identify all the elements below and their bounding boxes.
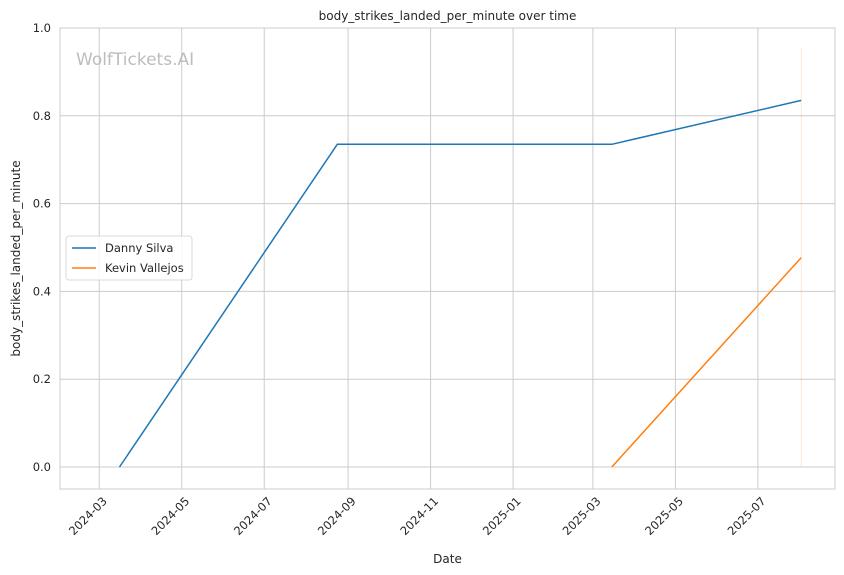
series-line-danny-silva	[118, 99, 802, 468]
y-tick-label: 0.0	[33, 460, 51, 474]
x-tick-label: 2024-05	[148, 494, 192, 538]
y-axis-label: body_strikes_landed_per_minute	[9, 160, 23, 356]
x-tick-label: 2025-01	[480, 494, 524, 538]
y-tick-label: 0.2	[33, 372, 51, 386]
x-tick-label: 2025-05	[642, 494, 686, 538]
plot-area-frame	[59, 27, 836, 490]
x-tick-label: 2024-09	[315, 494, 359, 538]
y-tick-label: 0.6	[33, 197, 51, 211]
y-tick-label: 1.0	[33, 21, 51, 35]
x-tick-label: 2025-07	[725, 494, 769, 538]
legend-label-kevin-vallejos: Kevin Vallejos	[105, 261, 184, 275]
legend: Danny Silva Kevin Vallejos	[65, 235, 193, 281]
chart-title: body_strikes_landed_per_minute over time	[319, 9, 577, 23]
x-tick-label: 2024-07	[231, 494, 275, 538]
y-axis-ticks: 0.0 0.2 0.4 0.6 0.8 1.0	[33, 21, 51, 474]
series-lines	[118, 99, 802, 468]
legend-label-danny-silva: Danny Silva	[105, 241, 173, 255]
y-tick-label: 0.8	[33, 109, 51, 123]
y-tick-label: 0.4	[33, 284, 51, 298]
x-tick-label: 2024-11	[397, 494, 441, 538]
series-line-kevin-vallejos	[611, 257, 802, 468]
x-tick-label: 2025-03	[560, 494, 604, 538]
x-axis-label: Date	[433, 552, 462, 566]
x-tick-label: 2024-03	[66, 494, 110, 538]
legend-box	[65, 235, 193, 281]
watermark-text: WolfTickets.AI	[76, 50, 194, 70]
x-axis-ticks: 2024-03 2024-05 2024-07 2024-09 2024-11 2025-…	[66, 494, 769, 538]
